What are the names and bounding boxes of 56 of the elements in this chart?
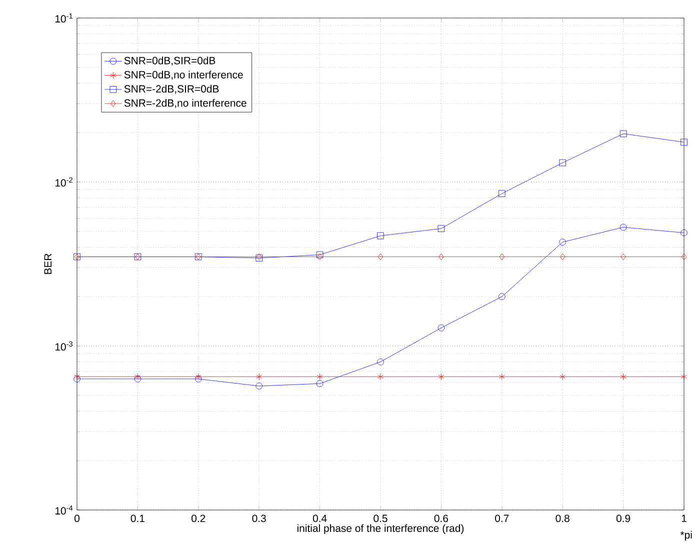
point (74, 376, 80, 382)
point (438, 253, 444, 260)
point (378, 253, 384, 260)
legend-label: SNR=-2dB,SIR=0dB (124, 84, 219, 94)
point (256, 373, 262, 380)
point (438, 324, 445, 332)
point (560, 253, 566, 260)
point (620, 253, 626, 260)
point (438, 373, 444, 380)
x-tick-label: 1 (682, 514, 686, 522)
point (498, 373, 505, 380)
y-tick-label: 10$^{-4}$ (55, 505, 73, 515)
y-axis-title: BER (44, 254, 52, 274)
point (195, 376, 202, 382)
point (316, 373, 323, 380)
x-tick-label: 0.4 (312, 514, 327, 522)
point (681, 373, 687, 380)
y-tick-label: 10$^{-3}$ (55, 341, 72, 351)
point (377, 358, 384, 366)
y-tick-label: 10$^{-1}$ (55, 13, 72, 23)
point (620, 373, 626, 380)
point (377, 232, 384, 240)
point (499, 253, 504, 260)
x-tick-label: 0.9 (616, 514, 630, 522)
point (620, 130, 627, 138)
point (438, 225, 445, 232)
point (680, 229, 688, 236)
x-tick-label: 0.1 (130, 514, 144, 522)
x-axis-title: initial phase of the interference (rad) (297, 524, 464, 534)
x-tick-label: 0.8 (556, 514, 570, 522)
x-tick-label: 0.5 (374, 514, 388, 522)
point (316, 380, 324, 387)
legend-label: SNR=0dB,no interference (124, 70, 243, 80)
point (498, 190, 506, 197)
point (560, 373, 566, 380)
legend-label: SNR=-2dB,no interference (124, 99, 246, 108)
point (681, 253, 687, 260)
x-tick-label: 0.7 (495, 514, 509, 522)
point (134, 373, 141, 380)
legend-label: SNR=0dB,SIR=0dB (124, 56, 216, 66)
point (559, 238, 566, 246)
x-tick-label: 0.2 (192, 514, 206, 522)
point (620, 224, 627, 231)
point (559, 159, 566, 166)
x-tick-label: 0.6 (434, 514, 448, 522)
point (378, 373, 384, 380)
point (498, 293, 506, 300)
point (195, 373, 202, 380)
y-tick-label: 10$^{-2}$ (55, 177, 72, 187)
x-tick-label: 0.3 (252, 514, 266, 522)
text: *pi (680, 530, 692, 541)
x-tick-label: 0 (74, 514, 80, 522)
point (680, 138, 688, 146)
point (74, 373, 80, 380)
point (256, 382, 262, 390)
point (134, 376, 142, 382)
